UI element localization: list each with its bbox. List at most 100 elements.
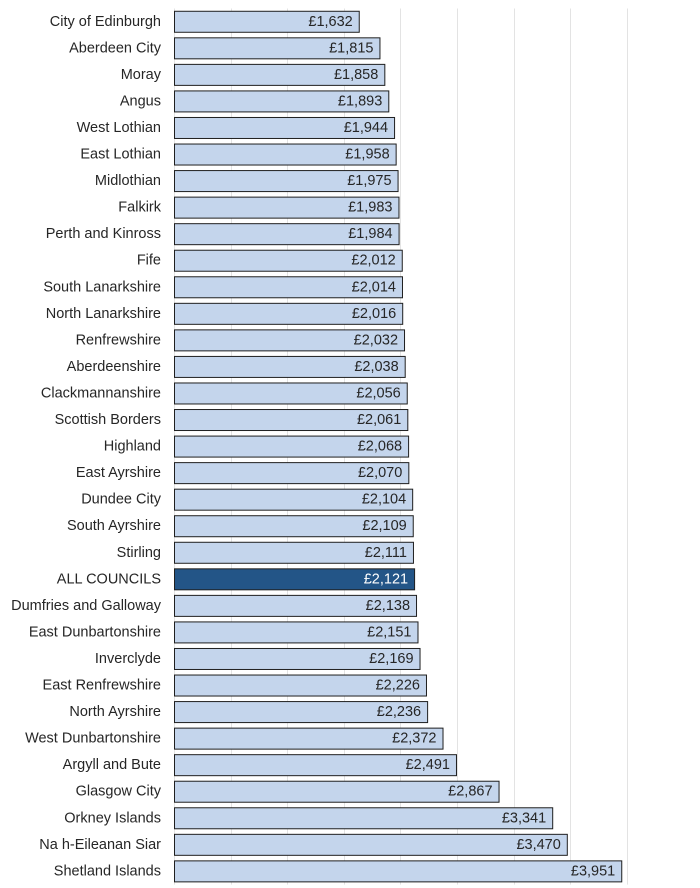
bar [174, 196, 400, 219]
category-label: Argyll and Bute [63, 757, 161, 773]
bar [174, 647, 421, 670]
value-label: £2,169 [369, 651, 413, 667]
value-label: £1,975 [347, 173, 391, 189]
bar [174, 807, 554, 830]
category-label: Falkirk [118, 200, 161, 216]
category-label: Aberdeen City [69, 40, 162, 56]
category-label: Scottish Borders [55, 412, 161, 428]
bars [174, 10, 623, 883]
bar [174, 409, 409, 432]
category-label: City of Edinburgh [50, 14, 161, 30]
value-label: £3,341 [502, 810, 546, 826]
bar [174, 37, 381, 60]
category-label: East Lothian [80, 147, 161, 163]
value-label: £2,226 [376, 678, 420, 694]
value-label: £2,104 [362, 492, 406, 508]
category-label: West Lothian [77, 120, 161, 136]
category-label: Aberdeenshire [67, 359, 161, 375]
category-label: Angus [120, 93, 161, 109]
category-label: East Dunbartonshire [29, 624, 161, 640]
value-label: £3,951 [571, 863, 615, 879]
value-label: £1,958 [345, 147, 389, 163]
value-label: £1,632 [308, 14, 352, 30]
bar [174, 541, 414, 564]
bar [174, 515, 414, 538]
value-label: £1,944 [344, 120, 388, 136]
bar [174, 382, 408, 405]
bar [174, 355, 406, 378]
value-label: £2,038 [354, 359, 398, 375]
category-label: Fife [137, 253, 161, 269]
category-label: Stirling [117, 545, 161, 561]
category-label: East Renfrewshire [43, 678, 161, 694]
value-label: £1,983 [348, 200, 392, 216]
value-label: £2,111 [365, 545, 407, 561]
bar [174, 90, 390, 113]
value-label: £2,109 [362, 518, 406, 534]
labels: City of Edinburgh £1,632 Aberdeen City £1,8… [11, 14, 615, 880]
category-label: Shetland Islands [54, 863, 161, 879]
bar [174, 488, 414, 511]
category-label: Na h-Eileanan Siar [39, 837, 161, 853]
value-label: £2,056 [356, 385, 400, 401]
bar [174, 594, 418, 617]
category-label: Orkney Islands [64, 810, 161, 826]
category-label: Highland [104, 439, 161, 455]
value-label: £2,032 [354, 332, 398, 348]
value-label: £2,014 [352, 279, 396, 295]
category-label: West Dunbartonshire [25, 731, 161, 747]
value-label: £2,068 [358, 439, 402, 455]
bar [174, 116, 396, 139]
bar [174, 754, 457, 777]
value-label: £2,138 [366, 598, 410, 614]
value-label: £2,372 [392, 731, 436, 747]
category-label: South Ayrshire [67, 518, 161, 534]
value-label: £2,491 [406, 757, 450, 773]
value-label: £1,815 [329, 40, 373, 56]
category-label: South Lanarkshire [43, 279, 161, 295]
bar [174, 329, 406, 352]
value-label: £2,236 [377, 704, 421, 720]
value-label: £2,061 [357, 412, 401, 428]
category-label: Clackmannanshire [41, 385, 161, 401]
bar [174, 435, 410, 458]
value-label: £2,012 [351, 253, 395, 269]
bar [174, 860, 623, 883]
bar [174, 63, 386, 86]
value-label: £1,893 [338, 93, 382, 109]
value-label: £2,016 [352, 306, 396, 322]
category-label: Glasgow City [76, 784, 162, 800]
bar [174, 10, 360, 33]
value-label: £3,470 [516, 837, 560, 853]
category-label: North Ayrshire [69, 704, 161, 720]
bar [174, 833, 568, 856]
value-label: £1,984 [348, 226, 392, 242]
category-label: North Lanarkshire [46, 306, 161, 322]
bar [174, 462, 410, 485]
bar [174, 302, 404, 325]
value-label: £2,070 [358, 465, 402, 481]
bar [174, 780, 500, 803]
bar [174, 170, 399, 193]
category-label: Moray [121, 67, 162, 83]
bar [174, 249, 403, 272]
category-label: Perth and Kinross [46, 226, 161, 242]
category-label: Midlothian [95, 173, 161, 189]
bar [174, 674, 427, 697]
category-label: Inverclyde [95, 651, 161, 667]
bar [174, 143, 397, 166]
bar [174, 727, 444, 750]
value-label: £2,151 [367, 624, 411, 640]
value-label: £2,867 [448, 784, 492, 800]
bar [174, 223, 400, 246]
category-label: ALL COUNCILS [57, 571, 161, 587]
bar [174, 276, 403, 299]
category-label: East Ayrshire [76, 465, 161, 481]
category-label: Dundee City [81, 492, 162, 508]
category-label: Dumfries and Galloway [11, 598, 162, 614]
bar [174, 701, 429, 724]
bar-highlight [174, 568, 416, 591]
category-label: Renfrewshire [76, 332, 161, 348]
value-label: £1,858 [334, 67, 378, 83]
